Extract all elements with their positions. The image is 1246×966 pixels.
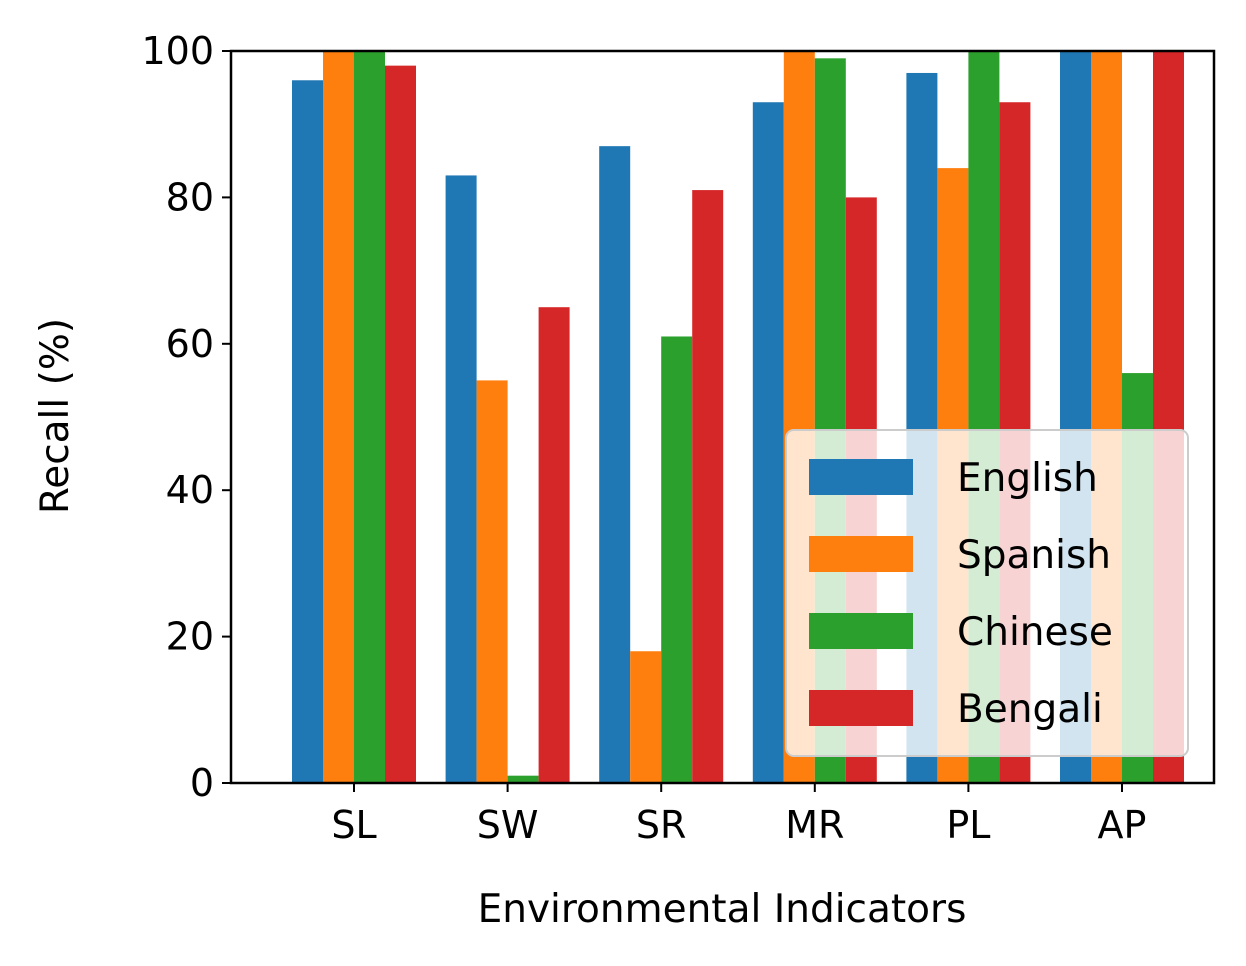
x-tick-label-sl: SL	[331, 803, 376, 847]
y-tick-label-60: 60	[166, 322, 214, 366]
y-axis-label: Recall (%)	[33, 318, 78, 514]
bar-bengali-sr	[692, 190, 724, 783]
bar-spanish-sw	[476, 380, 508, 783]
y-tick-label-80: 80	[166, 175, 214, 219]
bar-spanish-sl	[323, 51, 354, 783]
x-axis-label: Environmental Indicators	[478, 887, 967, 932]
legend-label-english: English	[957, 456, 1098, 501]
bar-english-mr	[752, 102, 784, 784]
bar-chinese-sr	[661, 336, 693, 783]
legend-box	[785, 429, 1189, 757]
legend-swatch-spanish	[809, 536, 913, 572]
legend-label-chinese: Chinese	[957, 610, 1113, 655]
legend-swatch-bengali	[809, 690, 913, 726]
axes-layer: 0 20 40 60 80 100 SL SW SR MR PL AP	[141, 29, 1216, 847]
y-tick-label-0: 0	[190, 761, 214, 805]
legend-label-bengali: Bengali	[957, 687, 1103, 732]
legend-swatch-chinese	[809, 613, 913, 649]
bar-english-sw	[445, 175, 477, 783]
x-tick-label-ap: AP	[1098, 803, 1147, 847]
bar-chinese-sl	[354, 51, 385, 783]
legend-label-spanish: Spanish	[957, 533, 1111, 578]
x-tick-label-pl: PL	[946, 803, 990, 847]
x-tick-label-sr: SR	[636, 803, 687, 847]
bar-bengali-sw	[538, 307, 570, 783]
legend: English Spanish Chinese Bengali	[785, 429, 1189, 757]
y-tick-label-20: 20	[166, 615, 214, 659]
bar-bengali-sl	[385, 65, 416, 783]
y-tick-label-40: 40	[166, 468, 214, 512]
x-tick-label-mr: MR	[785, 803, 844, 847]
plot-frame	[229, 49, 1216, 785]
y-tick-label-100: 100	[141, 29, 214, 73]
bar-chinese-sw	[507, 775, 539, 783]
bar-english-sr	[599, 146, 631, 783]
bar-english-sl	[292, 80, 323, 783]
legend-swatch-english	[809, 459, 913, 495]
x-tick-label-sw: SW	[477, 803, 539, 847]
bar-spanish-sr	[630, 651, 662, 783]
